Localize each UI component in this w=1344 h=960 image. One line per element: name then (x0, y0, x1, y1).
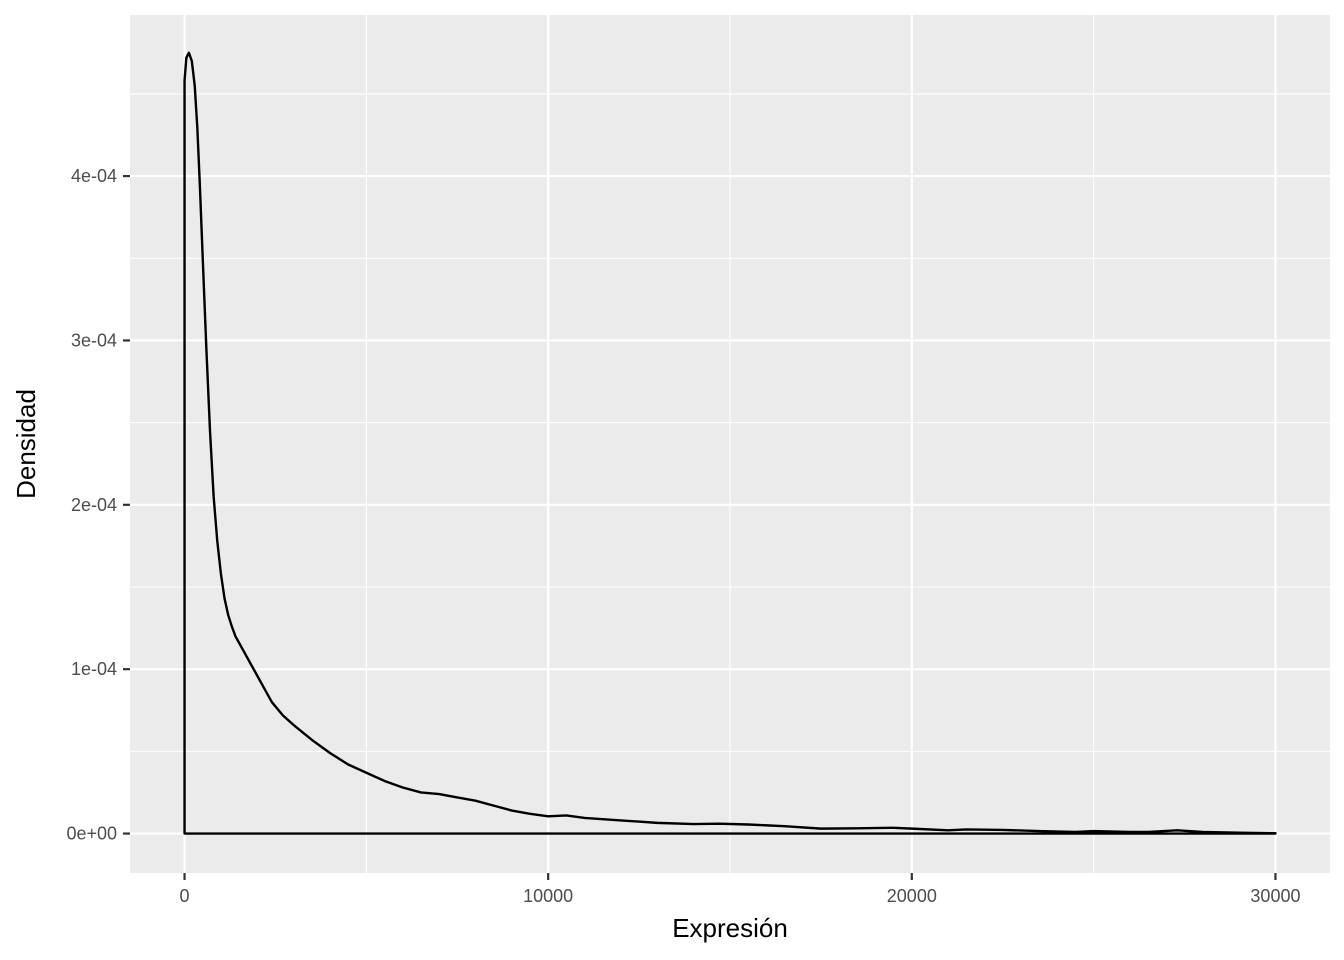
x-tick-label: 30000 (1250, 886, 1300, 906)
y-axis-title: Densidad (11, 389, 41, 499)
x-tick-label: 0 (180, 886, 190, 906)
x-axis: 0 10000 20000 30000 (180, 873, 1300, 906)
y-tick-label: 0e+00 (66, 824, 117, 844)
y-tick-label: 2e-04 (71, 495, 117, 515)
y-axis: 0e+00 1e-04 2e-04 3e-04 4e-04 (66, 166, 130, 844)
x-tick-label: 10000 (523, 886, 573, 906)
x-axis-title: Expresión (672, 913, 788, 943)
y-tick-label: 3e-04 (71, 330, 117, 350)
x-tick-label: 20000 (887, 886, 937, 906)
density-curve (183, 51, 1277, 835)
minor-gridlines (130, 15, 1330, 873)
y-tick-label: 4e-04 (71, 166, 117, 186)
y-tick-label: 1e-04 (71, 659, 117, 679)
